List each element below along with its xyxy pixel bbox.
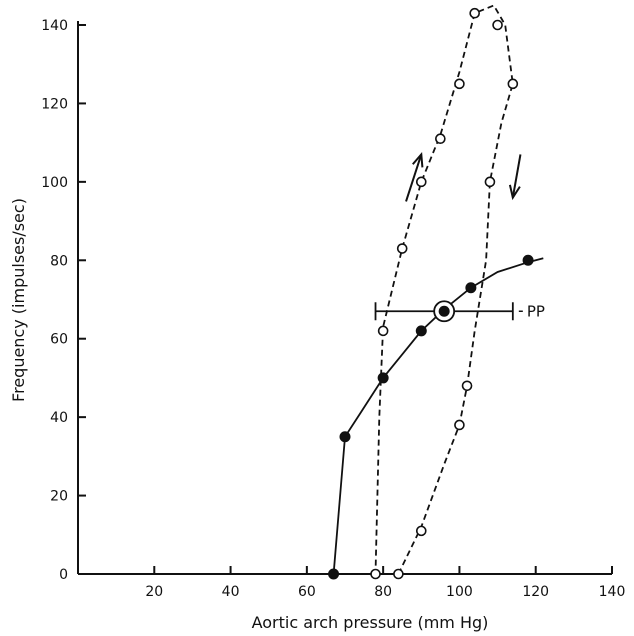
x-tick-label: 140: [599, 584, 626, 600]
y-tick-label: 80: [50, 253, 68, 269]
y-tick-label: 60: [50, 332, 68, 348]
series-open-loop: [374, 4, 514, 575]
y-tick-label: 20: [50, 489, 68, 505]
open-point: [396, 243, 408, 254]
open-point: [492, 19, 503, 31]
y-tick-label: 100: [41, 175, 68, 191]
y-axis-title: Frequency (impulses/sec): [9, 198, 28, 402]
mean-point: [438, 305, 450, 317]
direction-arrow-head: [508, 184, 521, 201]
x-tick-label: 120: [522, 584, 549, 600]
axes: 0 20 40 60 80 100 120 140 20 40 60 80 100 120 140: [41, 18, 625, 600]
open-point: [461, 380, 473, 392]
open-point: [454, 78, 465, 90]
open-point: [415, 525, 427, 537]
x-axis-title: Aortic arch pressure (mm Hg): [252, 613, 489, 632]
x-tick-label: 60: [298, 584, 316, 600]
y-tick-label: 120: [41, 96, 68, 112]
x-tick-label: 80: [374, 584, 392, 600]
direction-arrow-shaft: [511, 154, 522, 198]
open-point: [454, 419, 465, 431]
direction-arrow-shaft: [405, 154, 423, 202]
open-point: [469, 7, 480, 19]
open-point: [435, 133, 446, 145]
filled-point: [339, 431, 351, 443]
open-point: [484, 176, 496, 188]
x-tick-label: 40: [222, 584, 240, 600]
open-point: [377, 325, 389, 337]
open-point: [370, 568, 381, 580]
open-point: [415, 176, 427, 188]
y-tick-label: 0: [59, 567, 68, 583]
filled-point: [415, 325, 427, 337]
filled-point: [465, 282, 477, 294]
y-tick-label: 140: [41, 18, 68, 34]
open-point: [393, 568, 404, 580]
open-point: [507, 78, 519, 90]
x-tick-label: 100: [446, 584, 473, 600]
pp-label: PP: [527, 302, 545, 320]
plot-area: PP: [328, 4, 545, 580]
filled-point: [522, 254, 534, 266]
filled-point: [377, 372, 389, 384]
direction-arrow-head: [412, 151, 424, 168]
filled-point: [328, 568, 340, 580]
y-tick-label: 40: [50, 410, 68, 426]
x-tick-label: 20: [145, 584, 163, 600]
